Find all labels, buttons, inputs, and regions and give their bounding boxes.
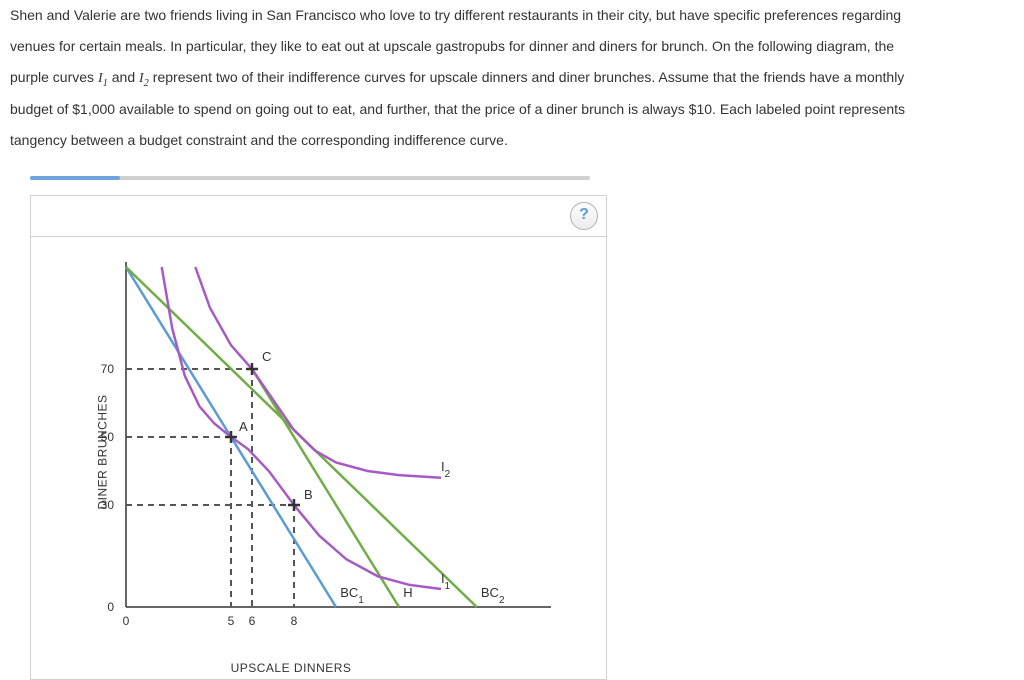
svg-text:70: 70 (101, 362, 115, 376)
svg-text:0: 0 (123, 614, 130, 628)
svg-text:I2: I2 (441, 459, 451, 480)
graph-panel: ? DINER BRUNCHES 03050700568BC1BC2HI1I2A… (30, 195, 607, 680)
svg-text:8: 8 (291, 614, 298, 628)
svg-text:BC1: BC1 (340, 585, 364, 606)
svg-text:0: 0 (107, 600, 114, 614)
text-line-3: budget of $1,000 available to spend on g… (10, 101, 905, 117)
text-line-2a: venues for certain meals. In particular,… (10, 38, 894, 54)
graph-toolbar: ? (31, 195, 606, 237)
chart-area[interactable]: DINER BRUNCHES 03050700568BC1BC2HI1I2ABC (31, 237, 606, 667)
help-button[interactable]: ? (570, 202, 598, 230)
progress-divider (0, 156, 1024, 190)
svg-text:BC2: BC2 (481, 585, 505, 606)
text-line-4: tangency between a budget constraint and… (10, 132, 508, 148)
chart-svg: 03050700568BC1BC2HI1I2ABC (31, 237, 606, 652)
text-line-1: Shen and Valerie are two friends living … (10, 7, 901, 23)
svg-text:5: 5 (228, 614, 235, 628)
svg-text:6: 6 (249, 614, 256, 628)
y-axis-label: DINER BRUNCHES (96, 395, 110, 510)
text-line-2b: purple curves (10, 69, 98, 85)
svg-text:A: A (239, 419, 248, 434)
problem-statement: Shen and Valerie are two friends living … (0, 0, 1024, 156)
help-icon: ? (579, 206, 589, 223)
svg-text:C: C (262, 349, 271, 364)
svg-text:H: H (403, 585, 412, 600)
svg-text:B: B (304, 487, 313, 502)
svg-text:I1: I1 (441, 571, 451, 592)
